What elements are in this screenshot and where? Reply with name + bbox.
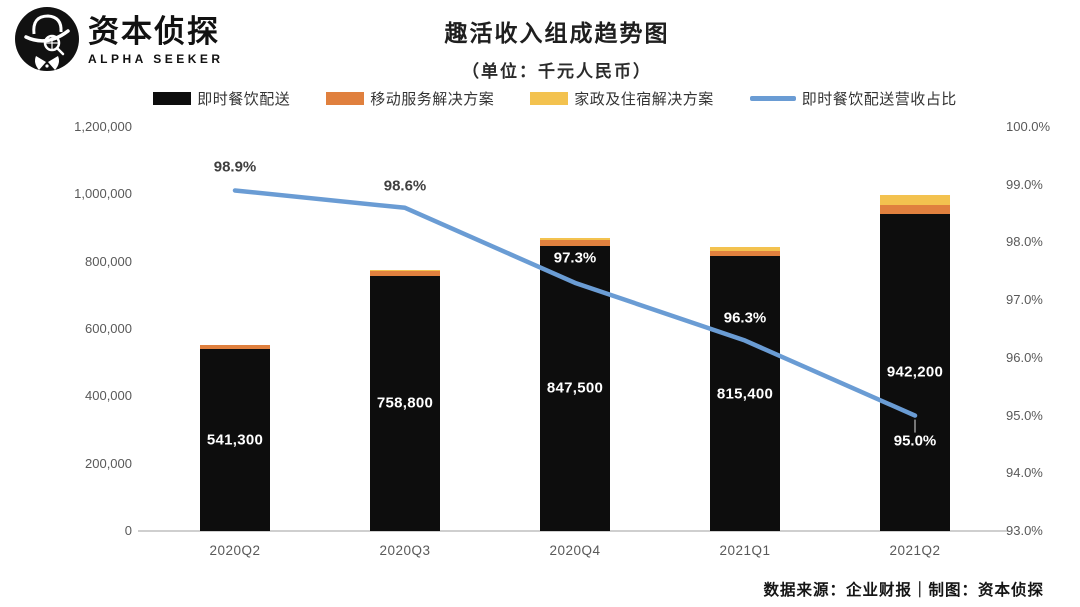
brand-name-cn: 资本侦探 bbox=[88, 14, 220, 49]
segment-mobility bbox=[540, 239, 610, 246]
legend-swatch-marker bbox=[153, 92, 192, 105]
detective-icon bbox=[15, 7, 79, 71]
brand-logo: 资本侦探 ALPHA SEEKER bbox=[14, 6, 224, 72]
x-axis-label: 2020Q3 bbox=[379, 543, 431, 558]
bar-value-label: 847,500 bbox=[546, 379, 604, 397]
left-axis-tick: 0 bbox=[124, 523, 132, 538]
x-axis-label: 2020Q4 bbox=[549, 543, 601, 558]
legend: 即时餐饮配送 移动服务解决方案 家政及住宿解决方案 即时餐饮配送营收占比 bbox=[0, 88, 1080, 109]
left-axis-tick: 800,000 bbox=[85, 253, 132, 269]
legend-label: 家政及住宿解决方案 bbox=[574, 91, 714, 108]
right-axis-tick: 93.0% bbox=[1006, 523, 1043, 538]
ratio-point-label: 98.6% bbox=[383, 177, 427, 195]
legend-item-3: 即时餐饮配送营收占比 bbox=[749, 88, 957, 109]
segment-delivery bbox=[200, 348, 270, 531]
segment-mobility bbox=[200, 345, 270, 349]
legend-item-0: 即时餐饮配送 bbox=[153, 88, 290, 109]
title-block: 趣活收入组成趋势图 （单位：千元人民币） bbox=[0, 14, 1080, 82]
segment-housing bbox=[200, 344, 270, 346]
right-axis-tick: 96.0% bbox=[1006, 349, 1043, 365]
ratio-point-label: 95.0% bbox=[893, 432, 937, 450]
bar-value-label: 541,300 bbox=[206, 431, 264, 449]
segment-delivery bbox=[370, 275, 440, 531]
right-axis-tick: 99.0% bbox=[1006, 176, 1043, 192]
left-axis-tick: 200,000 bbox=[85, 455, 132, 471]
x-axis-label: 2021Q1 bbox=[719, 543, 771, 558]
legend-label: 即时餐饮配送 bbox=[197, 91, 291, 108]
left-axis-tick: 400,000 bbox=[85, 388, 132, 404]
ratio-point-label: 97.3% bbox=[553, 249, 597, 267]
bar-value-label: 942,200 bbox=[886, 363, 944, 381]
left-axis-tick: 1,200,000 bbox=[74, 119, 132, 134]
x-axis-label: 2020Q2 bbox=[209, 543, 261, 558]
right-axis-tick: 100.0% bbox=[1006, 119, 1051, 134]
x-axis-label: 2021Q2 bbox=[889, 543, 941, 558]
bar-value-label: 758,800 bbox=[376, 394, 434, 412]
segment-housing bbox=[880, 195, 950, 205]
segment-mobility bbox=[710, 251, 780, 257]
legend-swatch-marker bbox=[530, 92, 569, 105]
right-axis-tick: 94.0% bbox=[1006, 465, 1043, 481]
ratio-point-label: 98.9% bbox=[213, 158, 257, 176]
segment-delivery bbox=[540, 245, 610, 531]
legend-swatch-marker bbox=[326, 92, 365, 105]
legend-label: 即时餐饮配送营收占比 bbox=[801, 91, 957, 108]
segment-housing bbox=[540, 237, 610, 240]
legend-label: 移动服务解决方案 bbox=[370, 91, 495, 108]
ratio-point-label: 96.3% bbox=[723, 309, 767, 327]
bar-2020Q2 bbox=[200, 344, 270, 531]
bar-value-label: 815,400 bbox=[716, 385, 774, 403]
legend-line-marker bbox=[749, 96, 796, 101]
segment-delivery bbox=[880, 213, 950, 531]
segment-delivery bbox=[710, 256, 780, 531]
bar-2020Q4 bbox=[540, 237, 610, 531]
left-axis-tick: 1,000,000 bbox=[74, 186, 132, 202]
segment-housing bbox=[370, 270, 440, 272]
chart-subtitle: （单位：千元人民币） bbox=[462, 62, 652, 81]
segment-mobility bbox=[880, 204, 950, 214]
right-axis-tick: 98.0% bbox=[1006, 234, 1043, 250]
bar-2020Q3 bbox=[370, 270, 440, 531]
right-axis-tick: 95.0% bbox=[1006, 407, 1043, 423]
data-source: 数据来源：企业财报｜制图：资本侦探 bbox=[763, 582, 1044, 599]
bar-2021Q2 bbox=[880, 195, 950, 531]
bar-2021Q1 bbox=[710, 247, 780, 531]
ratio-line bbox=[232, 188, 918, 433]
left-axis-tick: 600,000 bbox=[85, 321, 132, 336]
brand-name-en: ALPHA SEEKER bbox=[88, 51, 224, 66]
segment-housing bbox=[710, 247, 780, 252]
legend-item-2: 家政及住宿解决方案 bbox=[530, 88, 714, 109]
legend-item-1: 移动服务解决方案 bbox=[326, 88, 494, 109]
chart-title: 趣活收入组成趋势图 bbox=[444, 20, 670, 46]
right-axis-tick: 97.0% bbox=[1006, 292, 1043, 308]
segment-mobility bbox=[370, 271, 440, 276]
